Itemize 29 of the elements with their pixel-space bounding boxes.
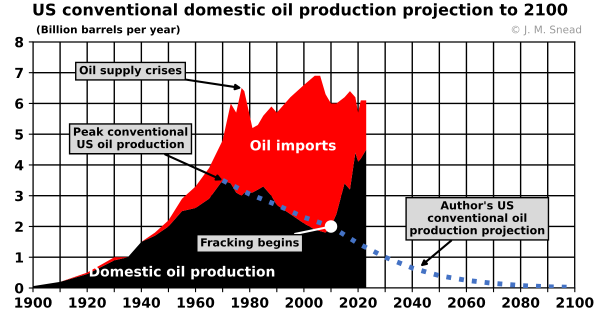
- chart-title: US conventional domestic oil production projection to 2100: [33, 3, 568, 19]
- y-tick-label: 1: [16, 252, 24, 263]
- y-tick-label: 3: [15, 190, 23, 202]
- series-label: Oil imports: [250, 140, 336, 154]
- annotation: Peak conventional US oil production: [74, 127, 188, 150]
- y-tick-label: 8: [15, 36, 24, 48]
- annotation: Oil supply crises: [80, 66, 182, 77]
- y-tick-label: 2: [15, 221, 23, 232]
- x-tick-label: 1960: [178, 297, 214, 308]
- annotation: Author's US conventional oil production projection: [410, 200, 544, 237]
- x-tick-label: 2100: [556, 297, 594, 308]
- x-tick-label: 2080: [502, 297, 540, 308]
- y-tick-label: 5: [15, 129, 23, 140]
- x-tick-label: 2000: [286, 297, 323, 308]
- x-tick-label: 2020: [340, 297, 377, 308]
- text: © J. M. Snead: [512, 25, 582, 36]
- x-tick-label: 1900: [15, 297, 52, 308]
- x-tick-label: 1980: [232, 297, 268, 308]
- x-tick-label: 1940: [124, 297, 160, 308]
- y-tick-label: 7: [15, 68, 23, 78]
- y-tick-label: 0: [14, 282, 24, 294]
- x-tick-label: 1920: [69, 297, 106, 308]
- y-tick-label: 6: [15, 98, 24, 109]
- x-tick-label: 2040: [394, 297, 431, 308]
- y-axis-title: (Billion barrels per year): [36, 25, 180, 36]
- x-tick-label: 2060: [448, 297, 486, 308]
- annotation: Fracking begins: [201, 238, 299, 249]
- y-tick-label: 4: [14, 160, 24, 170]
- series-label: Domestic oil production: [90, 266, 274, 280]
